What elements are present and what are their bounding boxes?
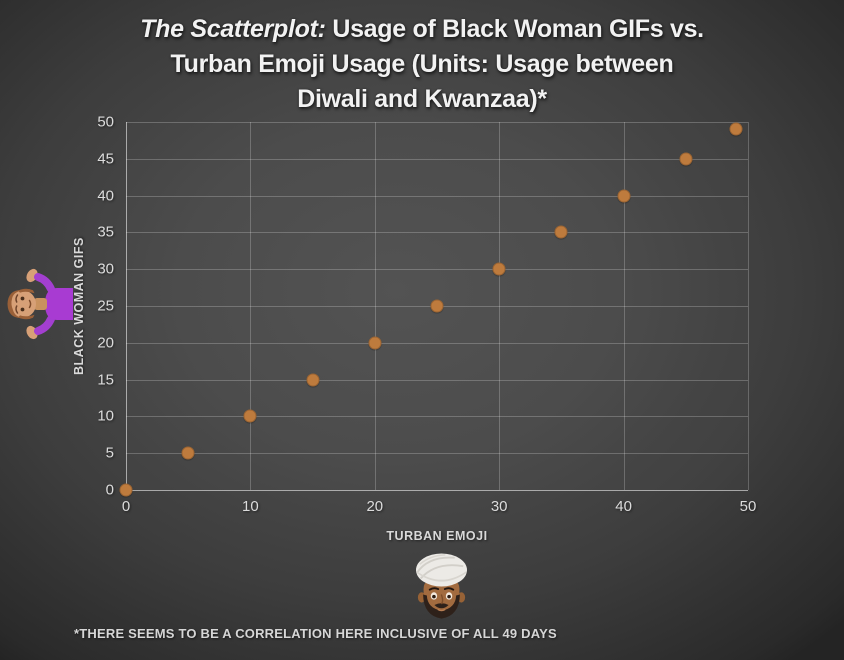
gridline-y-20 [126,342,748,344]
gridline-y-50 [126,122,748,123]
footnote: *THERE SEEMS TO BE A CORRELATION HERE IN… [74,626,557,641]
x-tick-label-40: 40 [615,498,632,515]
gridline-y-5 [126,453,748,455]
gridline-y-35 [126,232,748,234]
gridline-y-10 [126,416,748,418]
x-tick-label-50: 50 [739,498,757,515]
chart-title-line-1: The Scatterplot: Usage of Black Woman GI… [20,12,824,47]
gridline-x-40 [623,122,625,490]
x-tick-label-0: 0 [121,498,131,515]
plot-area: 0 5 10 15 20 25 30 35 40 45 50 0 10 20 30 40 50 [97,114,756,516]
y-tick-label-50: 50 [97,113,114,131]
gridline-y-30 [126,269,748,271]
y-tick-label-25: 25 [97,297,114,315]
data-point-35-35 [554,225,568,239]
x-tick-label-20: 20 [366,498,384,515]
y-tick-label-40: 40 [97,187,114,205]
gridline-y-45 [126,158,748,160]
y-tick-label-5: 5 [105,444,114,462]
y-tick-label-35: 35 [97,223,114,241]
x-tick-label-10: 10 [242,498,259,515]
chart-title-italic-part: The Scatterplot: [140,15,326,43]
gridline-x-10 [250,122,252,490]
x-tick-label-30: 30 [490,498,508,515]
gridline-x-20 [374,122,376,490]
y-tick-label-20: 20 [97,334,114,352]
chart-title: The Scatterplot: Usage of Black Woman GI… [20,12,824,117]
gridline-x-30 [499,122,501,490]
gridline-y-15 [126,379,748,381]
woman-shrugging-icon [1,268,73,340]
y-tick-label-30: 30 [97,260,114,278]
data-point-20-20 [368,336,382,350]
data-point-25-25 [430,299,444,313]
data-point-15-15 [306,373,320,387]
data-point-10-10 [243,409,257,423]
data-point-45-45 [679,152,693,166]
x-axis-title: TURBAN EMOJI [386,529,488,543]
y-tick-label-10: 10 [97,407,114,425]
data-point-40-40 [617,189,631,203]
gridline-x-0 [126,122,127,490]
chart-title-line-1-rest: Usage of Black Woman GIFs vs. [332,15,704,43]
data-point-49-49 [729,122,743,136]
man-wearing-turban-icon [410,553,473,621]
data-point-5-5 [181,446,195,460]
gridline-x-50 [748,122,749,490]
chart-title-line-3: Diwali and Kwanzaa)* [297,85,547,113]
gridline-y-0 [126,490,748,491]
gridline-y-40 [126,195,748,197]
data-point-30-30 [492,262,506,276]
y-tick-label-45: 45 [97,150,114,168]
y-tick-label-15: 15 [97,371,114,389]
data-point-0-0 [119,483,133,497]
chart-title-line-2: Turban Emoji Usage (Units: Usage between [170,50,674,78]
y-tick-label-0: 0 [105,481,114,499]
